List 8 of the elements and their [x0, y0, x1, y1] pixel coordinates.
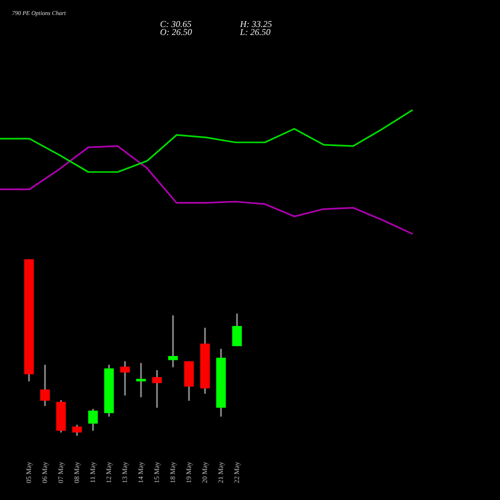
text: O: 26.50 [160, 27, 193, 37]
text: L: 26.50 [240, 27, 271, 37]
candlestick [152, 370, 162, 408]
candlestick [136, 363, 146, 398]
candlestick [120, 361, 130, 396]
text: H: 33.25 [240, 19, 273, 29]
text: C: 30.65 [160, 19, 192, 29]
candlestick [168, 315, 178, 368]
